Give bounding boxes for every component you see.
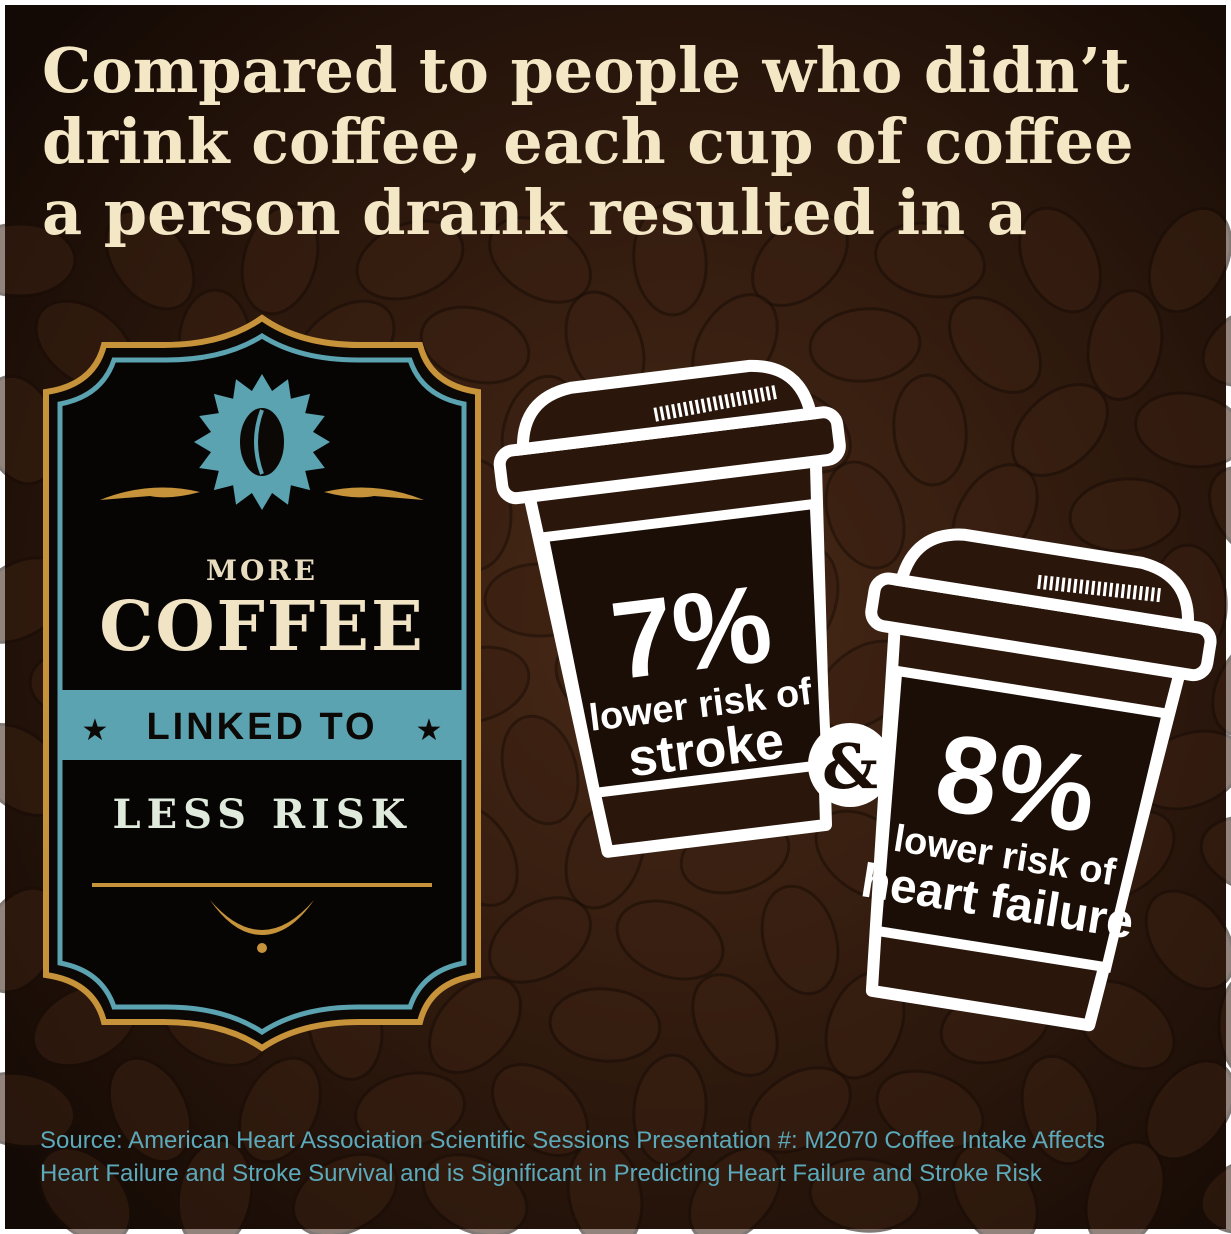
cup: 7% lower risk of stroke: [493, 359, 846, 858]
bean: [548, 987, 662, 1063]
badge-band-text: LINKED TO: [146, 706, 377, 748]
flourish: [100, 487, 424, 500]
bean: [615, 899, 725, 981]
bean: [238, 1056, 322, 1164]
source-line: Source: American Heart Association Scien…: [40, 1127, 1105, 1154]
badge: MORE COFFEE ★ ★ LINKED TO LESS RISK: [43, 314, 481, 1052]
badge-bottom: LESS RISK: [112, 791, 411, 838]
bean: [1018, 206, 1102, 314]
cup-figure: 7%: [605, 562, 778, 703]
bean: [892, 373, 968, 487]
badge-main: COFFEE: [99, 587, 425, 667]
headline-line: Compared to people who didn’t: [42, 34, 1130, 107]
bean: [1199, 1155, 1231, 1234]
bean-crease: [254, 409, 264, 475]
bean: [421, 1153, 529, 1234]
bean: [0, 222, 77, 298]
bean: [874, 221, 986, 299]
badge-inner: [57, 333, 467, 1035]
bean: [1211, 633, 1231, 737]
bean: [419, 305, 531, 385]
bean: [1086, 289, 1164, 401]
bean: [291, 1152, 399, 1234]
cup-figure: 8%: [928, 710, 1104, 856]
bean: [107, 1056, 193, 1164]
badge-top: MORE: [206, 554, 318, 587]
bean: [948, 296, 1042, 394]
headline-line: drink coffee, each cup of coffee: [42, 105, 1134, 178]
bean: [691, 973, 779, 1077]
ornament: [210, 900, 314, 935]
bean: [240, 204, 320, 316]
bean: [488, 896, 592, 984]
bean: [566, 1139, 644, 1234]
star: ★: [416, 714, 443, 747]
bean: [1201, 303, 1231, 387]
bean: [1199, 815, 1231, 895]
bean: [37, 1146, 133, 1234]
headline-line: a person drank resulted in a: [42, 176, 1027, 249]
source-line: Heart Failure and Stroke Survival and is…: [40, 1160, 1043, 1187]
connector-circle: [808, 723, 892, 807]
bean: [176, 1138, 254, 1234]
bean: [1147, 206, 1231, 314]
bean: [1084, 1140, 1166, 1234]
bean-icon: [236, 404, 288, 480]
lid-ridges: [653, 384, 780, 422]
bean: [1068, 477, 1182, 553]
bean: [104, 209, 196, 311]
bean: [1134, 391, 1231, 469]
bean: [488, 216, 592, 304]
bean: [808, 307, 922, 383]
bean: [428, 976, 522, 1074]
bean: [500, 714, 580, 826]
connector: &: [822, 730, 878, 803]
source: Source: American Heart Association Scien…: [40, 1127, 1105, 1187]
star: ★: [82, 714, 109, 747]
bean: [1020, 1054, 1100, 1166]
bean: [760, 884, 840, 996]
bean: [632, 203, 708, 317]
bean: [1144, 889, 1231, 991]
ornament-dot: [257, 943, 267, 953]
cup-sleeve: [870, 665, 1173, 973]
bean: [808, 1157, 922, 1233]
bean: [875, 1069, 985, 1151]
bean: [0, 1071, 77, 1149]
bean: [824, 460, 906, 570]
bean: [951, 1143, 1039, 1234]
bean: [1217, 968, 1231, 1082]
bean: [355, 219, 465, 301]
cup: 8% lower risk of heart failure: [858, 528, 1217, 1032]
bean: [1208, 466, 1231, 564]
bean: [354, 1071, 466, 1149]
bean: [748, 1066, 852, 1154]
bean: [688, 1146, 782, 1234]
lid-ridges: [1037, 574, 1164, 603]
bean: [632, 1053, 708, 1167]
badge-band: [60, 690, 464, 760]
headline: Compared to people who didn’t drink coff…: [42, 34, 1134, 249]
